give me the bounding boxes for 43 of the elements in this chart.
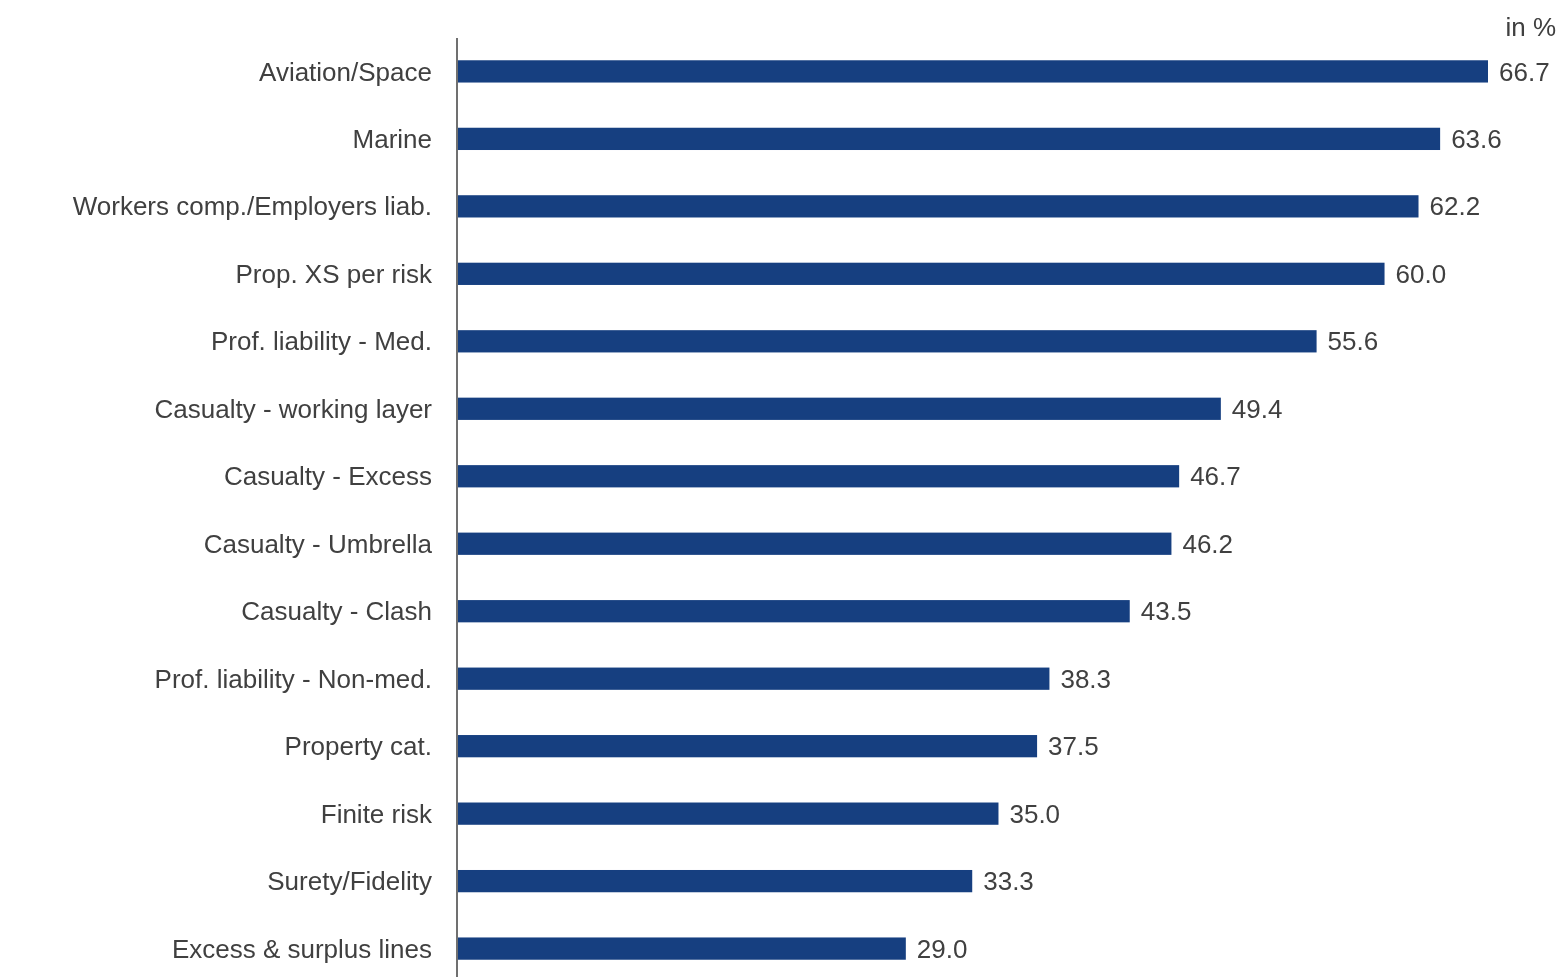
bar: [458, 937, 906, 960]
y-tick-label: Surety/Fidelity: [267, 866, 432, 897]
y-tick-label: Prof. liability - Non-med.: [154, 663, 432, 694]
bar: [458, 667, 1050, 690]
y-tick-label: Excess & surplus lines: [171, 933, 432, 964]
data-label: 35.0: [1009, 798, 1061, 829]
y-tick-label: Aviation/Space: [259, 56, 432, 87]
y-tick-label: Prop. XS per risk: [235, 258, 433, 289]
y-tick-label: Casualty - working layer: [154, 393, 433, 424]
y-tick-label: Casualty - Excess: [223, 461, 432, 492]
bar: [458, 802, 999, 825]
data-label: 46.2: [1182, 528, 1234, 559]
data-label: 63.6: [1451, 123, 1502, 154]
y-tick-label: Finite risk: [320, 798, 433, 829]
data-label: 33.3: [983, 866, 1034, 897]
bar: [458, 397, 1221, 420]
data-label: 66.7: [1499, 56, 1550, 87]
y-tick-label: Prof. liability - Med.: [210, 326, 432, 357]
bar: [458, 127, 1441, 151]
data-label: 29.0: [916, 933, 968, 964]
y-tick-label: Property cat.: [284, 731, 432, 762]
bar: [458, 532, 1172, 555]
data-label: 46.7: [1190, 461, 1241, 492]
data-label: 38.3: [1060, 663, 1112, 694]
bar: [458, 600, 1130, 623]
y-tick-label: Marine: [352, 123, 432, 154]
bar: [458, 195, 1419, 218]
bar: [458, 869, 973, 893]
y-tick-label: Casualty - Clash: [241, 596, 432, 627]
data-label: 49.4: [1231, 393, 1283, 424]
y-tick-label: Casualty - Umbrella: [203, 528, 433, 559]
bar: [458, 60, 1488, 83]
y-tick-label: Workers comp./Employers liab.: [72, 191, 432, 222]
data-label: 55.6: [1327, 326, 1379, 357]
bar: [458, 262, 1385, 285]
data-label: 60.0: [1395, 258, 1447, 289]
bar: [458, 735, 1038, 758]
data-label: 37.5: [1048, 731, 1099, 762]
bar: [458, 330, 1317, 353]
data-label: 62.2: [1429, 191, 1481, 222]
bar: [458, 465, 1180, 488]
data-label: 43.5: [1140, 596, 1192, 627]
text: in %: [1505, 12, 1556, 42]
